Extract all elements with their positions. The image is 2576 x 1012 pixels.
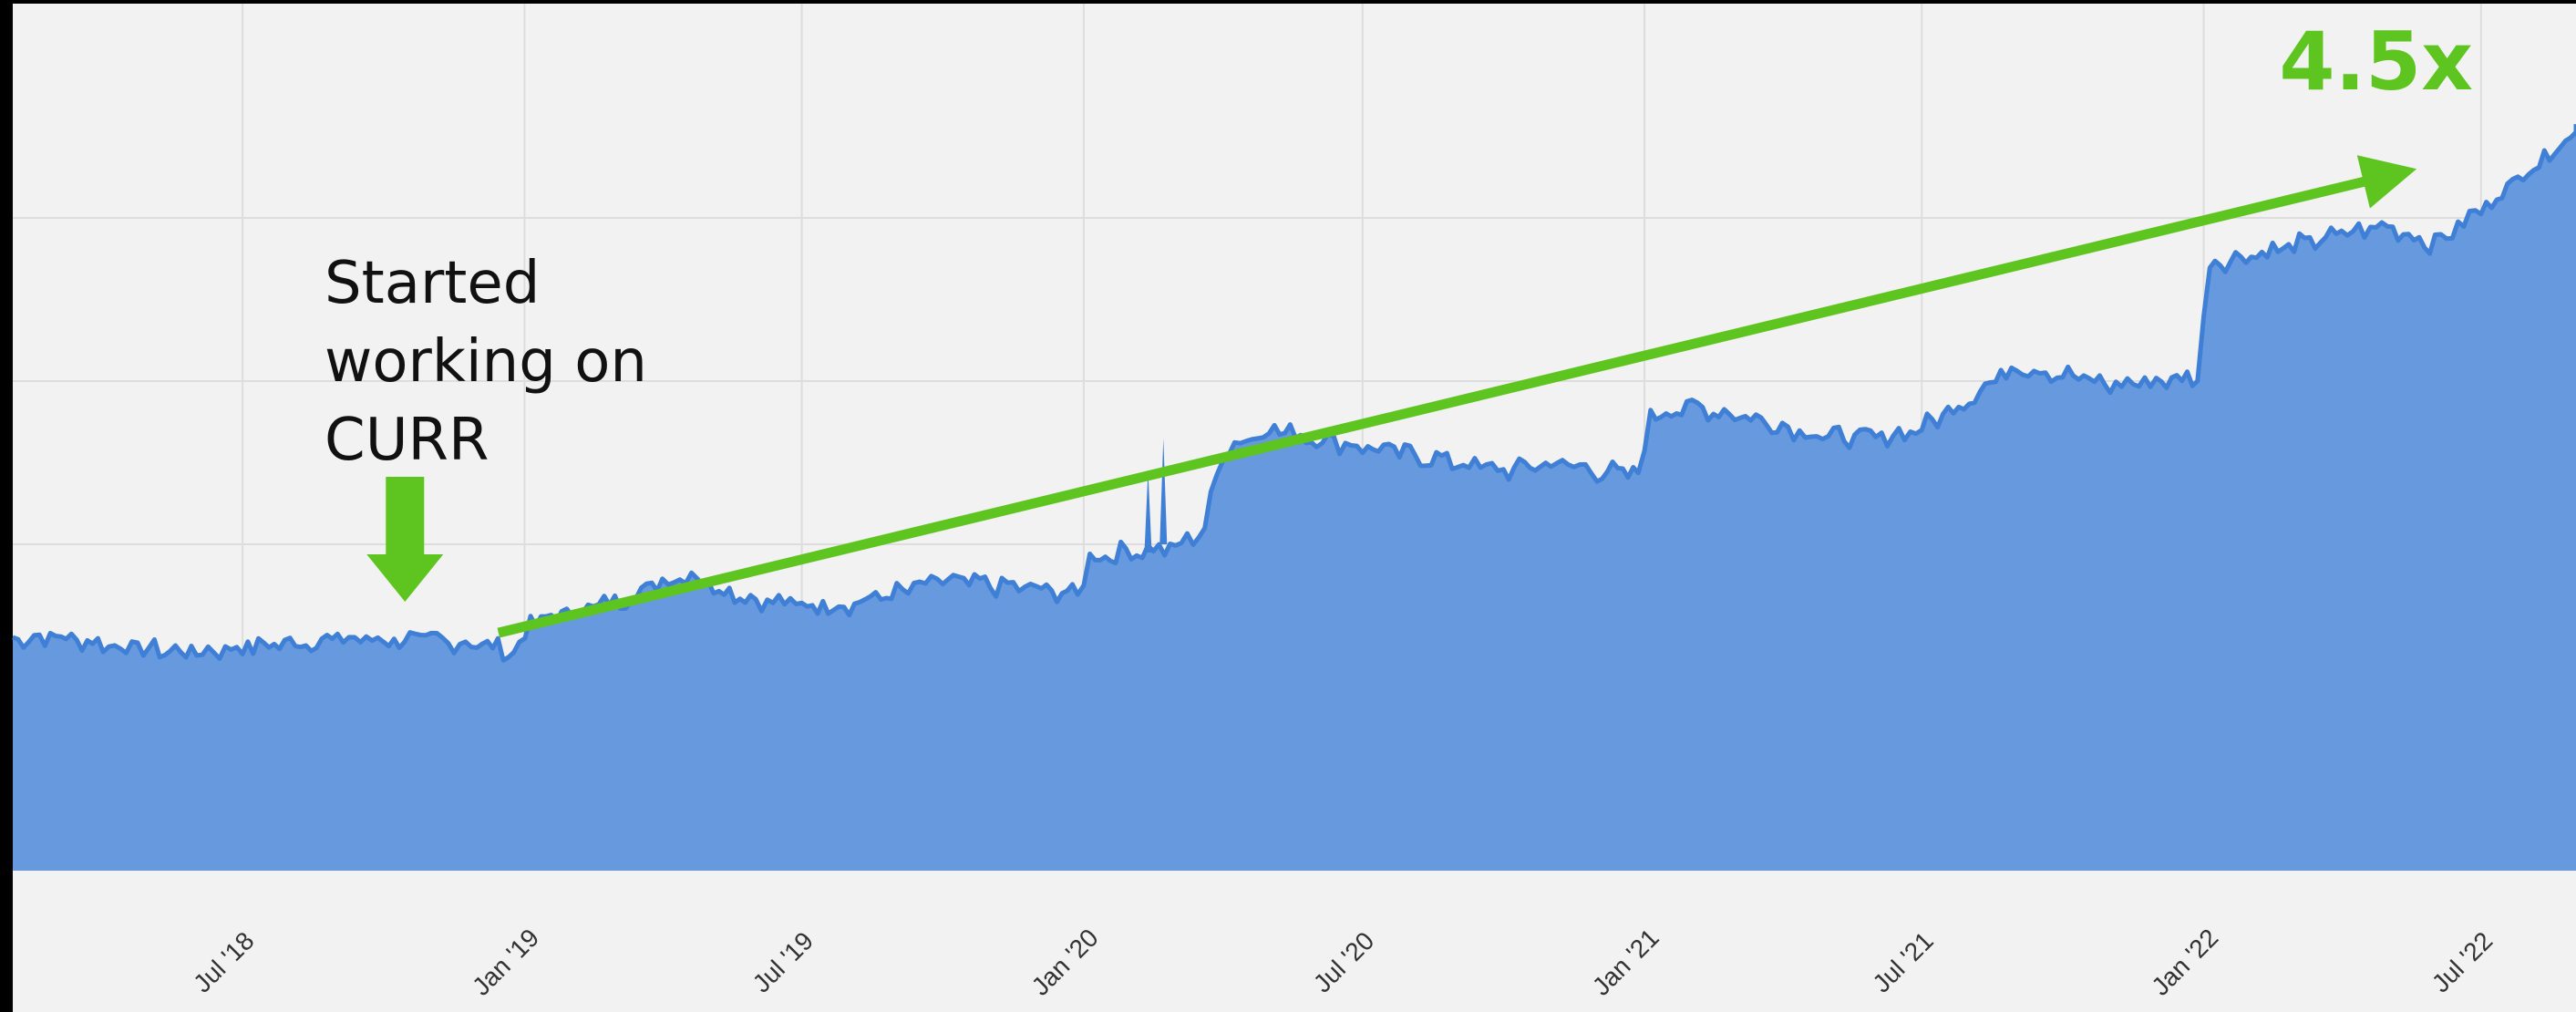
trend-arrow-line: [497, 174, 2374, 638]
annotation-text-line: Started: [325, 250, 540, 317]
trend-arrow-head-icon: [2356, 155, 2417, 209]
annotation-text-line: CURR: [325, 407, 489, 474]
series-spike: [1159, 438, 1168, 544]
annotations: Started working on CURR 4.5x: [325, 15, 2473, 638]
annotation-text-line: working on: [325, 328, 647, 396]
series-spike: [1144, 470, 1152, 552]
series-area-fill: [13, 124, 2576, 872]
multiplier-label: 4.5x: [2279, 15, 2473, 108]
down-arrow-icon: [366, 477, 444, 602]
